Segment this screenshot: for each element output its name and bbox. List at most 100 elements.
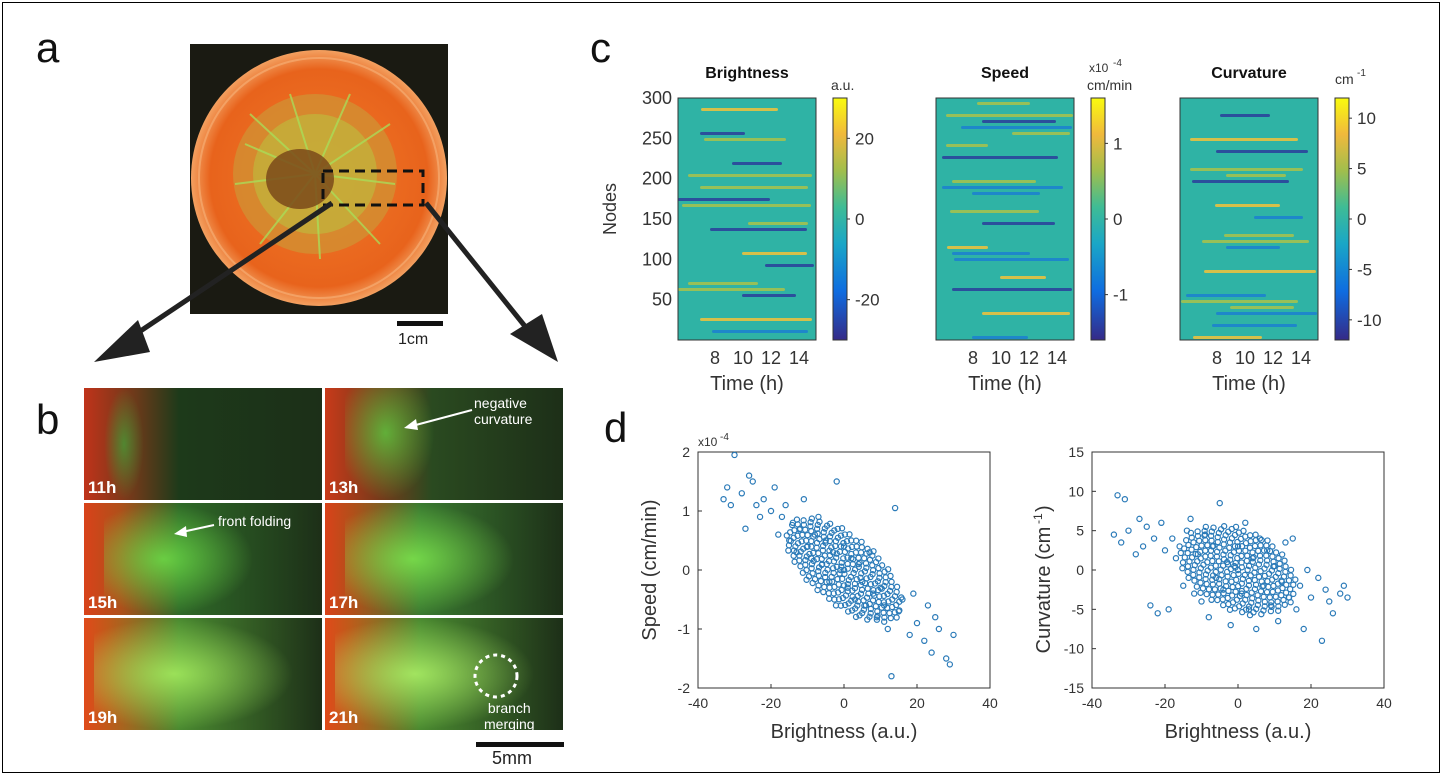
scatter-point: [869, 570, 876, 578]
scatter-point: [1269, 543, 1276, 550]
heatmap-stripe: [946, 144, 988, 147]
x-tick-label: 12: [761, 348, 781, 368]
scatter-point: [874, 608, 881, 615]
heatmap-stripe: [1186, 294, 1266, 297]
scatter-point: [1260, 593, 1267, 601]
scatter-point: [1315, 574, 1322, 582]
scatter-point: [1234, 543, 1242, 550]
scatter-plot-area: [697, 451, 991, 689]
scatter-point: [1187, 515, 1194, 523]
scatter-point: [858, 586, 866, 594]
scatter-point: [1191, 590, 1198, 597]
scatter-point: [845, 576, 853, 584]
scatter-point: [790, 552, 797, 559]
x-tick-label: 8: [968, 348, 978, 368]
scatter-point: [837, 566, 844, 574]
scatter-point: [828, 544, 835, 551]
scatter-point: [1194, 528, 1201, 535]
scatter-point: [1287, 566, 1295, 574]
scatter-point: [1292, 576, 1299, 583]
x-axis-label: Brightness (a.u.): [771, 721, 918, 743]
scatter-point: [870, 548, 877, 555]
tile-time-label: 17h: [329, 593, 359, 612]
scatter-point: [1229, 583, 1236, 591]
scatter-point: [1219, 601, 1227, 609]
scatter-point: [785, 547, 792, 554]
scatter-point: [807, 523, 814, 530]
annotation-branch-merging: branch merging: [484, 700, 535, 732]
scatter-point: [1216, 544, 1223, 551]
heatmap-stripe: [982, 312, 1070, 315]
heatmap-stripe: [1204, 270, 1316, 273]
colorbar-unit: cm: [1335, 71, 1354, 87]
y-exponent: x10: [698, 435, 718, 449]
scatter-point: [1234, 538, 1241, 546]
scatter-point: [1234, 582, 1242, 590]
x-axis-label: Brightness (a.u.): [1165, 721, 1312, 743]
scatter-point: [1264, 537, 1271, 544]
x-tick-label: 40: [982, 695, 998, 711]
heatmap-stripe: [1254, 216, 1303, 219]
colorbar-tick-label: 20: [855, 129, 874, 148]
x-axis-label: Time (h): [968, 373, 1042, 395]
scatter-point: [932, 613, 939, 621]
scale-bar-a-label: 1cm: [398, 331, 429, 348]
scatter-point: [846, 531, 853, 538]
scatter-point: [1179, 565, 1186, 572]
scatter-point: [783, 532, 791, 539]
heatmap-stripe: [712, 330, 808, 333]
scatter-point: [1228, 578, 1235, 585]
scatter-point: [810, 549, 817, 557]
scatter-point: [727, 501, 735, 509]
y-axis-label: Curvature (cm: [1033, 527, 1055, 654]
scatter-point: [1307, 594, 1315, 601]
y-tick-label: 150: [642, 209, 672, 229]
scatter-point: [753, 501, 760, 509]
scatter-point: [1282, 589, 1290, 596]
scatter-point: [1217, 585, 1224, 592]
scatter-point: [1209, 572, 1217, 579]
scatter-point: [841, 601, 849, 609]
colorbar: [1090, 97, 1106, 341]
x-tick-label: -20: [761, 695, 781, 711]
x-tick-label: 10: [991, 348, 1011, 368]
scatter-point: [1252, 564, 1259, 571]
scatter-point: [880, 618, 888, 625]
scatter-point: [869, 562, 876, 569]
scatter-point: [826, 520, 834, 527]
heatmap-stripe: [701, 108, 778, 111]
colorbar-tick-label: -10: [1357, 311, 1382, 330]
scatter-point: [893, 614, 900, 621]
heatmap-stripe: [678, 198, 770, 201]
y-axis-label: Nodes: [600, 183, 620, 235]
scatter-point: [857, 574, 864, 581]
scatter-point: [826, 533, 834, 540]
heatmap-stripe: [1181, 300, 1298, 303]
y-axis-label-close: ): [1033, 505, 1055, 512]
scatter-point: [1209, 591, 1216, 598]
scatter-point: [833, 478, 840, 485]
scatter-point: [874, 578, 882, 585]
scatter-point: [1202, 571, 1210, 578]
scatter-point: [823, 578, 830, 586]
scatter-point: [1198, 598, 1205, 605]
heatmap-stripe: [954, 258, 1069, 261]
heatmap-stripe: [732, 162, 782, 165]
scatter-point: [928, 649, 935, 656]
scatter-point: [844, 554, 851, 561]
scatter-point: [1216, 576, 1223, 583]
scatter-point: [1197, 579, 1204, 586]
heatmap-stripe: [1190, 138, 1298, 141]
x-tick-label: 14: [1291, 348, 1311, 368]
scatter-point: [1286, 585, 1294, 593]
x-tick-label: 0: [840, 695, 848, 711]
x-tick-label: 12: [1263, 348, 1283, 368]
scatter-point: [1281, 601, 1288, 608]
scatter-point: [1187, 529, 1195, 537]
scatter-point: [864, 545, 871, 553]
heatmap-stripe: [748, 222, 808, 225]
heatmap-stripe: [952, 180, 1036, 183]
scatter-point: [1203, 580, 1210, 588]
scatter-point: [813, 555, 821, 563]
